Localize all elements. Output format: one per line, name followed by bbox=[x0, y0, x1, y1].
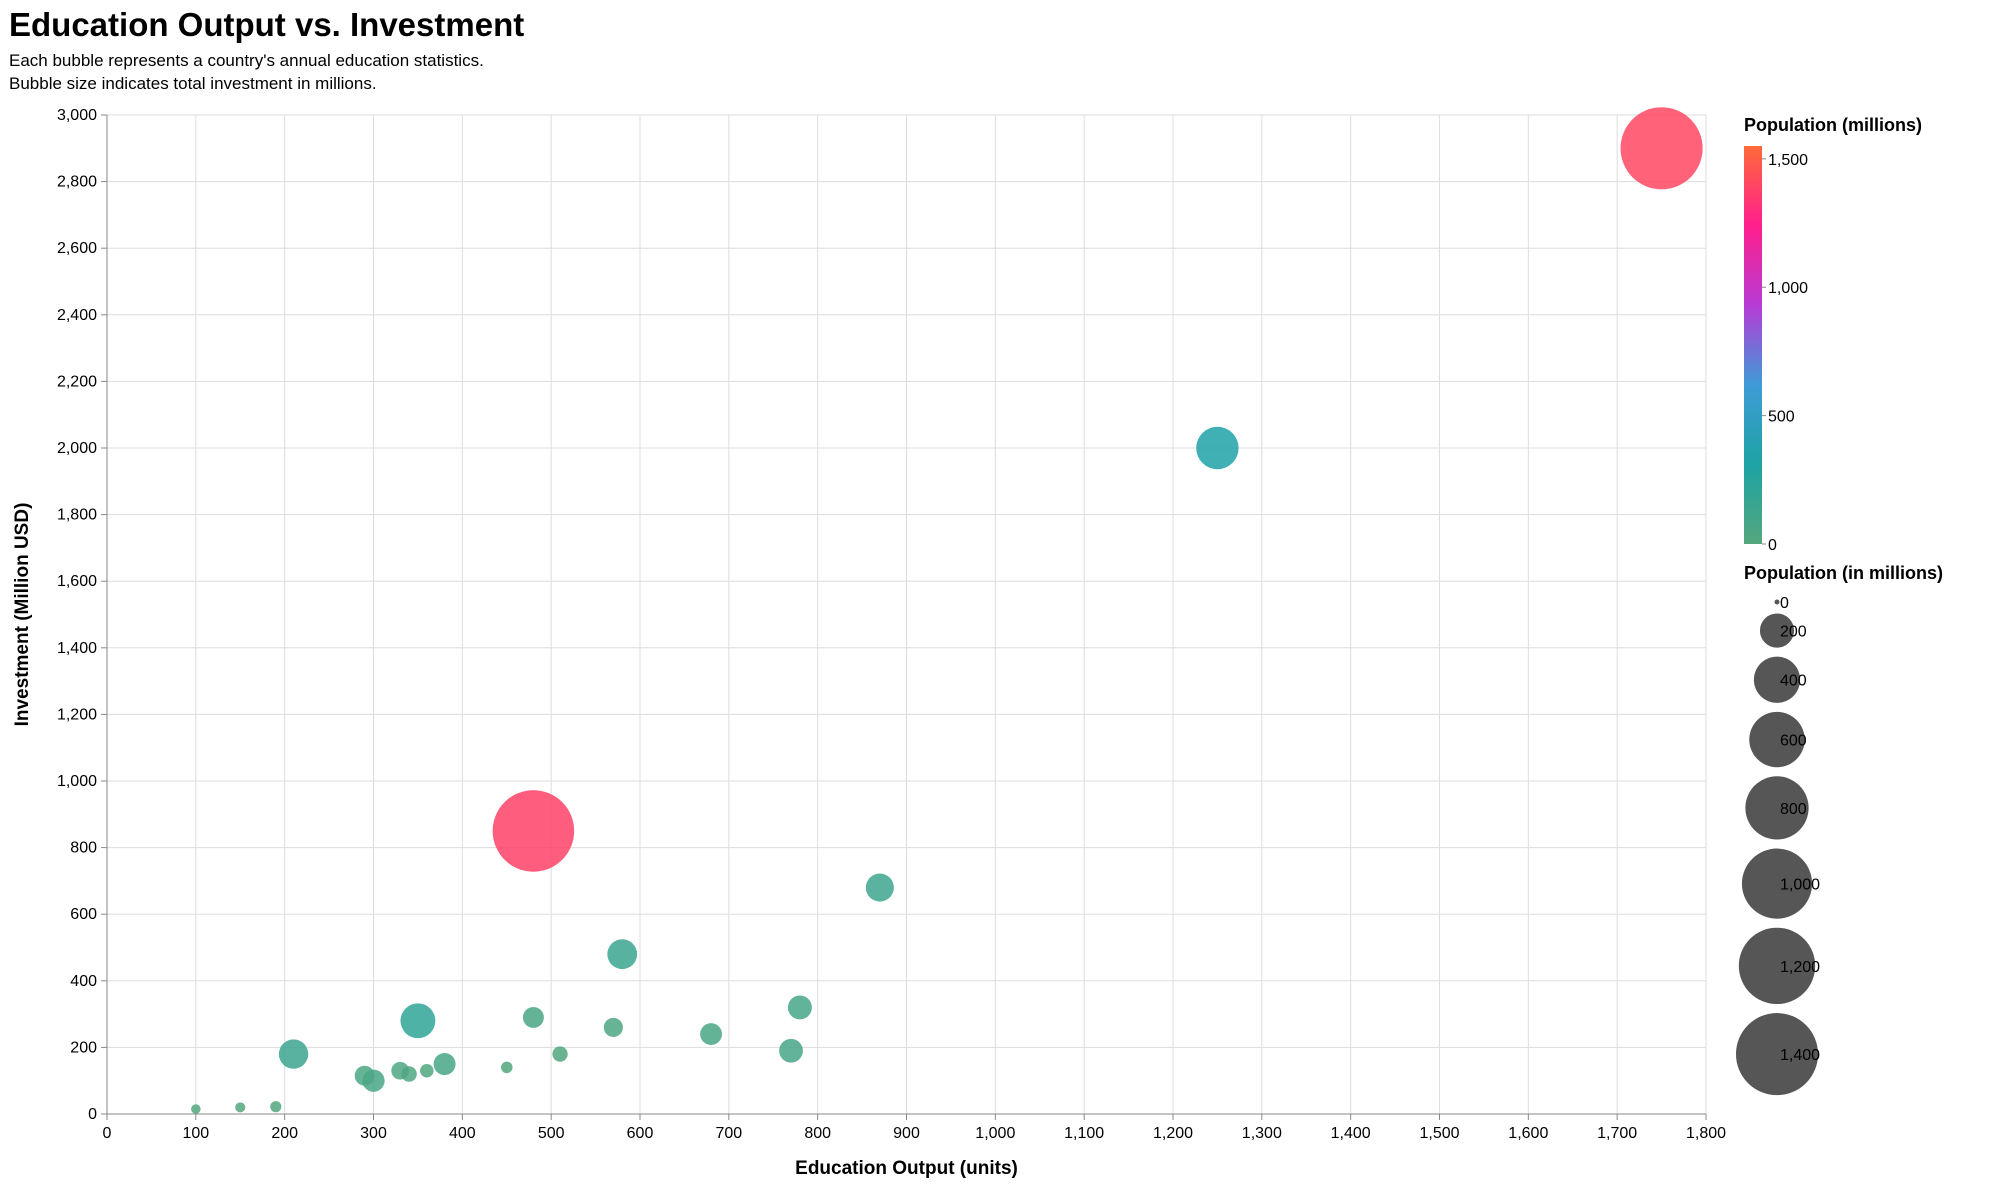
color-legend-label: 500 bbox=[1768, 409, 1795, 426]
data-point bbox=[433, 1053, 456, 1076]
x-tick-label: 1,200 bbox=[1153, 1125, 1193, 1142]
data-point bbox=[787, 995, 812, 1020]
data-point bbox=[779, 1038, 803, 1063]
size-legend-title: Population (in millions) bbox=[1744, 563, 1943, 583]
x-axis-title: Education Output (units) bbox=[795, 1158, 1018, 1179]
data-point bbox=[270, 1101, 282, 1113]
y-tick-label: 2,800 bbox=[57, 174, 97, 191]
y-tick-label: 2,400 bbox=[57, 307, 97, 324]
legends: Population (millions) 0 500 1,000 1,500 Popul… bbox=[1735, 115, 1943, 1096]
data-point bbox=[278, 1039, 309, 1069]
size-legend-symbol bbox=[1753, 656, 1801, 703]
y-tick-label: 200 bbox=[70, 1039, 97, 1056]
y-tick-label: 1,000 bbox=[57, 773, 97, 790]
size-legend-label: 400 bbox=[1780, 673, 1807, 690]
size-legend-symbol bbox=[1745, 776, 1809, 840]
size-legend-symbol bbox=[1738, 927, 1816, 1005]
chart-subtitle-line-2: Bubble size indicates total investment i… bbox=[9, 74, 377, 93]
data-point bbox=[492, 790, 575, 872]
x-tick-label: 1,400 bbox=[1331, 1125, 1371, 1142]
x-tick-label: 400 bbox=[449, 1125, 476, 1142]
axes: 0 100 200 300 400 500 600 700 800 900 1,000 1,100 1,… bbox=[12, 107, 1726, 1179]
data-point bbox=[700, 1023, 722, 1046]
data-point bbox=[400, 1003, 436, 1039]
x-tick-label: 600 bbox=[627, 1125, 654, 1142]
y-tick-label: 2,200 bbox=[57, 373, 97, 390]
size-legend-label: 200 bbox=[1780, 624, 1807, 641]
x-tick-label: 900 bbox=[893, 1125, 920, 1142]
size-legend-symbol bbox=[1735, 1013, 1819, 1096]
size-legend-label: 1,000 bbox=[1780, 877, 1820, 894]
size-legend-symbol bbox=[1741, 848, 1813, 919]
x-tick-label: 500 bbox=[538, 1125, 565, 1142]
y-axis-title: Investment (Million USD) bbox=[12, 503, 33, 727]
x-tick-label: 1,600 bbox=[1508, 1125, 1548, 1142]
size-legend-symbol bbox=[1759, 613, 1795, 648]
x-tick-label: 200 bbox=[271, 1125, 298, 1142]
size-legend-symbol bbox=[1749, 711, 1805, 768]
chart-title: Education Output vs. Investment bbox=[9, 6, 524, 43]
y-tick-label: 1,600 bbox=[57, 573, 97, 590]
grid bbox=[106, 114, 1707, 1115]
y-tick-label: 600 bbox=[70, 906, 97, 923]
data-point bbox=[420, 1063, 434, 1078]
data-point bbox=[500, 1061, 513, 1074]
x-tick-label: 1,800 bbox=[1686, 1125, 1726, 1142]
size-legend-label: 1,400 bbox=[1780, 1047, 1820, 1064]
data-point bbox=[522, 1006, 544, 1028]
data-point bbox=[354, 1065, 375, 1086]
x-tick-label: 1,500 bbox=[1419, 1125, 1459, 1142]
color-legend-label: 1,500 bbox=[1768, 152, 1808, 169]
color-legend-gradient bbox=[1744, 146, 1762, 544]
data-point bbox=[191, 1104, 201, 1114]
data-point bbox=[603, 1017, 623, 1037]
data-points bbox=[191, 107, 1703, 1114]
data-point bbox=[865, 873, 894, 902]
data-point bbox=[401, 1066, 417, 1082]
data-point bbox=[235, 1102, 246, 1113]
chart-subtitle-line-1: Each bubble represents a country's annua… bbox=[9, 51, 484, 70]
data-point bbox=[552, 1046, 568, 1062]
size-legend-label: 800 bbox=[1780, 801, 1807, 818]
x-tick-label: 1,100 bbox=[1064, 1125, 1104, 1142]
x-tick-label: 300 bbox=[360, 1125, 387, 1142]
data-point bbox=[1620, 107, 1703, 190]
y-tick-label: 800 bbox=[70, 840, 97, 857]
data-point bbox=[1196, 426, 1239, 470]
x-tick-label: 1,700 bbox=[1597, 1125, 1637, 1142]
x-tick-label: 100 bbox=[182, 1125, 209, 1142]
color-legend-title: Population (millions) bbox=[1744, 115, 1922, 135]
color-legend-label: 0 bbox=[1768, 537, 1777, 554]
x-tick-label: 0 bbox=[103, 1125, 112, 1142]
y-tick-label: 1,400 bbox=[57, 640, 97, 657]
y-tick-label: 1,800 bbox=[57, 507, 97, 524]
y-tick-label: 1,200 bbox=[57, 706, 97, 723]
color-legend-label: 1,000 bbox=[1768, 280, 1808, 297]
x-tick-label: 800 bbox=[804, 1125, 831, 1142]
y-tick-label: 400 bbox=[70, 973, 97, 990]
x-tick-label: 700 bbox=[715, 1125, 742, 1142]
x-tick-label: 1,300 bbox=[1242, 1125, 1282, 1142]
data-point bbox=[607, 939, 638, 970]
x-tick-label: 1,000 bbox=[975, 1125, 1015, 1142]
y-tick-label: 2,000 bbox=[57, 440, 97, 457]
size-legend-label: 600 bbox=[1780, 733, 1807, 750]
size-legend-label: 0 bbox=[1780, 595, 1789, 612]
y-tick-label: 3,000 bbox=[57, 107, 97, 124]
size-legend-label: 1,200 bbox=[1780, 959, 1820, 976]
size-legend-symbol bbox=[1774, 599, 1780, 605]
y-tick-label: 0 bbox=[88, 1106, 97, 1123]
y-tick-label: 2,600 bbox=[57, 240, 97, 257]
